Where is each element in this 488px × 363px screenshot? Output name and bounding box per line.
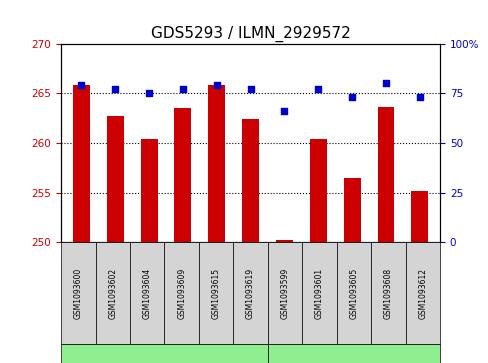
FancyBboxPatch shape	[233, 242, 267, 344]
FancyBboxPatch shape	[164, 242, 199, 344]
Point	[212, 82, 220, 88]
Point	[381, 81, 389, 86]
FancyBboxPatch shape	[370, 242, 405, 344]
Point	[78, 82, 85, 88]
Bar	[174, 108, 191, 242]
Bar	[242, 119, 259, 242]
Title: GDS5293 / ILMN_2929572: GDS5293 / ILMN_2929572	[150, 26, 350, 42]
Point	[314, 86, 322, 92]
Text: GSM1093599: GSM1093599	[280, 268, 289, 319]
Bar	[410, 191, 427, 242]
Text: GSM1093605: GSM1093605	[349, 268, 358, 319]
Point	[415, 94, 423, 100]
Text: GSM1093600: GSM1093600	[74, 268, 82, 319]
Bar	[141, 139, 157, 242]
Bar	[377, 107, 394, 242]
Bar	[309, 139, 326, 242]
FancyBboxPatch shape	[199, 242, 233, 344]
Bar	[73, 85, 90, 242]
Point	[280, 108, 288, 114]
Bar	[343, 178, 360, 242]
FancyBboxPatch shape	[61, 344, 267, 363]
Point	[179, 86, 186, 92]
FancyBboxPatch shape	[95, 242, 130, 344]
Text: GSM1093609: GSM1093609	[177, 268, 186, 319]
Point	[145, 90, 153, 96]
Bar	[106, 116, 123, 242]
Text: GSM1093602: GSM1093602	[108, 268, 117, 319]
FancyBboxPatch shape	[267, 242, 302, 344]
Text: GSM1093601: GSM1093601	[314, 268, 324, 319]
Bar	[275, 240, 292, 242]
FancyBboxPatch shape	[336, 242, 370, 344]
FancyBboxPatch shape	[130, 242, 164, 344]
FancyBboxPatch shape	[61, 242, 95, 344]
FancyBboxPatch shape	[267, 344, 439, 363]
Text: GSM1093615: GSM1093615	[211, 268, 220, 319]
Text: GSM1093604: GSM1093604	[142, 268, 151, 319]
Text: GSM1093608: GSM1093608	[383, 268, 392, 319]
Point	[111, 86, 119, 92]
FancyBboxPatch shape	[302, 242, 336, 344]
Text: GSM1093612: GSM1093612	[418, 268, 427, 319]
FancyBboxPatch shape	[405, 242, 439, 344]
Point	[246, 86, 254, 92]
Bar	[208, 85, 225, 242]
Text: GSM1093619: GSM1093619	[245, 268, 255, 319]
Point	[347, 94, 355, 100]
